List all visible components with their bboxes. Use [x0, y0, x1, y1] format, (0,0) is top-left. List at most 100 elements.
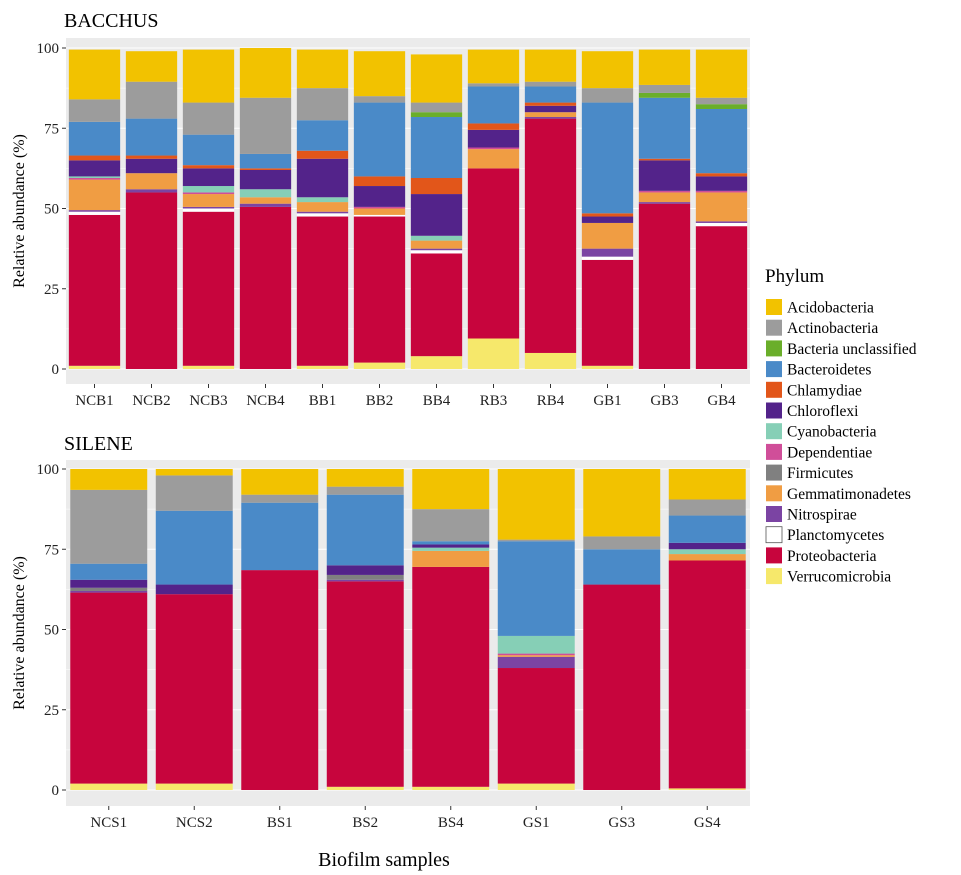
- bacchus-x-tick-label: GB3: [650, 393, 678, 409]
- silene-y-tick-label: 100: [37, 462, 60, 478]
- bacchus-bar-ncb4: [239, 48, 292, 369]
- legend-label-actinobacteria: Actinobacteria: [787, 320, 878, 337]
- bacchus-x-tick-label: GB1: [593, 393, 621, 409]
- segment-gs3-proteobacteria: [583, 584, 661, 790]
- bacchus-y-tick-label: 75: [44, 121, 59, 137]
- segment-bb4-verrucomicrobia: [410, 356, 463, 369]
- bacchus-y-tick-label: 50: [44, 202, 59, 218]
- segment-ncs1-nitrospirae: [70, 590, 148, 593]
- segment-gs1-proteobacteria: [497, 668, 575, 784]
- segment-ncs1-actinobacteria: [70, 489, 148, 564]
- segment-gb1-chloroflexi: [581, 216, 634, 223]
- segment-bb1-bacteroidetes: [296, 120, 349, 151]
- segment-ncs2-verrucomicrobia: [155, 783, 233, 790]
- segment-ncb4-nitrospirae: [239, 203, 292, 207]
- segment-bb1-chloroflexi: [296, 158, 349, 198]
- segment-ncb1-proteobacteria: [68, 214, 121, 366]
- silene-bar-gs3: [583, 469, 661, 790]
- segment-bb4-chlamydiae: [410, 178, 463, 195]
- legend-title: Phylum: [765, 266, 824, 287]
- segment-gb3-chloroflexi: [638, 160, 691, 191]
- segment-bb4-chloroflexi: [410, 194, 463, 236]
- segment-rb4-verrucomicrobia: [524, 352, 577, 369]
- segment-ncb1-acidobacteria: [68, 49, 121, 100]
- bacchus-plot-area: [66, 38, 750, 384]
- segment-gs4-bacteroidetes: [668, 515, 746, 543]
- segment-ncb4-actinobacteria: [239, 97, 292, 154]
- segment-bb2-acidobacteria: [353, 51, 406, 97]
- segment-bb2-bacteroidetes: [353, 102, 406, 177]
- segment-rb3-acidobacteria: [467, 49, 520, 84]
- legend-item-proteobacteria: Proteobacteria: [766, 547, 877, 565]
- segment-ncb4-bacteroidetes: [239, 153, 292, 169]
- legend-swatch-nitrospirae: [766, 506, 782, 522]
- segment-bs1-proteobacteria: [241, 570, 319, 790]
- segment-gs4-acidobacteria: [668, 469, 746, 500]
- segment-ncb3-proteobacteria: [182, 211, 235, 366]
- silene-panel: SILENE 0 25 50 75 100 Relative abundance (%) NC…: [11, 433, 750, 831]
- segment-bb1-cyanobacteria: [296, 197, 349, 203]
- silene-x-tick-label: BS2: [352, 815, 378, 831]
- segment-bb1-gemmatimonadetes: [296, 202, 349, 212]
- segment-ncs2-chloroflexi: [155, 584, 233, 595]
- legend-swatch-planctomycetes: [765, 526, 783, 544]
- segment-bs2-bacteroidetes: [326, 494, 404, 566]
- silene-bar-bs4: [412, 469, 490, 790]
- segment-bb4-bacteroidetes: [410, 117, 463, 179]
- segment-gb4-bacteroidetes: [695, 108, 748, 174]
- bacchus-y-tick-label: 100: [37, 41, 60, 57]
- segment-ncb3-planctomycetes: [182, 208, 235, 212]
- segment-gb3-nitrospirae: [638, 202, 691, 204]
- segment-gb1-gemmatimonadetes: [581, 222, 634, 249]
- bacchus-bar-gb3: [638, 49, 691, 369]
- segment-gs4-actinobacteria: [668, 499, 746, 516]
- segment-ncs1-chloroflexi: [70, 579, 148, 588]
- segment-rb4-bacteroidetes: [524, 86, 577, 103]
- segment-ncs1-acidobacteria: [70, 469, 148, 490]
- segment-gb1-verrucomicrobia: [581, 365, 634, 369]
- silene-x-tick-label: NCS1: [90, 815, 127, 831]
- segment-ncb3-chloroflexi: [182, 168, 235, 187]
- segment-gs1-bacteroidetes: [497, 541, 575, 636]
- segment-gb1-chlamydiae: [581, 213, 634, 217]
- segment-gs3-actinobacteria: [583, 536, 661, 550]
- segment-bs4-verrucomicrobia: [412, 786, 490, 790]
- bacchus-bar-gb1: [581, 51, 634, 369]
- segment-gb3-acidobacteria: [638, 49, 691, 85]
- segment-bb2-planctomycetes: [353, 214, 406, 217]
- silene-y-tick-label: 0: [52, 783, 60, 799]
- segment-ncb3-bacteroidetes: [182, 134, 235, 166]
- legend-label-chloroflexi: Chloroflexi: [787, 403, 859, 420]
- legend-label-proteobacteria: Proteobacteria: [787, 548, 877, 565]
- segment-ncb3-actinobacteria: [182, 102, 235, 135]
- bacchus-y-tick-label: 25: [44, 282, 59, 298]
- segment-bb2-actinobacteria: [353, 96, 406, 103]
- segment-ncb2-nitrospirae: [125, 189, 178, 193]
- segment-gb1-proteobacteria: [581, 259, 634, 366]
- legend-item-actinobacteria: Actinobacteria: [766, 319, 878, 337]
- silene-bar-bs1: [241, 469, 319, 790]
- silene-title: SILENE: [64, 433, 133, 455]
- segment-gb4-chlamydiae: [695, 173, 748, 177]
- segment-bb1-proteobacteria: [296, 216, 349, 366]
- segment-ncb1-chloroflexi: [68, 160, 121, 177]
- legend-item-chloroflexi: Chloroflexi: [766, 402, 859, 420]
- segment-gb4-planctomycetes: [695, 222, 748, 227]
- segment-gs1-gemmatimonadetes: [497, 655, 575, 657]
- segment-bb2-verrucomicrobia: [353, 362, 406, 369]
- segment-bs4-gemmatimonadetes: [412, 550, 490, 567]
- legend-swatch-bacteria-unclassified: [766, 340, 782, 357]
- segment-rb3-bacteroidetes: [467, 86, 520, 124]
- segment-bs2-proteobacteria: [326, 581, 404, 787]
- bacchus-y-tick-label: 0: [52, 362, 60, 378]
- segment-gb4-gemmatimonadetes: [695, 192, 748, 222]
- segment-ncb2-bacteroidetes: [125, 118, 178, 156]
- segment-gb4-chloroflexi: [695, 176, 748, 191]
- segment-rb4-proteobacteria: [524, 118, 577, 353]
- legend-label-gemmatimonadetes: Gemmatimonadetes: [787, 486, 911, 503]
- silene-y-tick-label: 50: [44, 623, 59, 639]
- segment-gs3-bacteroidetes: [583, 549, 661, 585]
- segment-ncb4-gemmatimonadetes: [239, 197, 292, 204]
- bacchus-x-tick-label: BB1: [309, 393, 337, 409]
- legend-swatch-firmicutes: [766, 464, 782, 481]
